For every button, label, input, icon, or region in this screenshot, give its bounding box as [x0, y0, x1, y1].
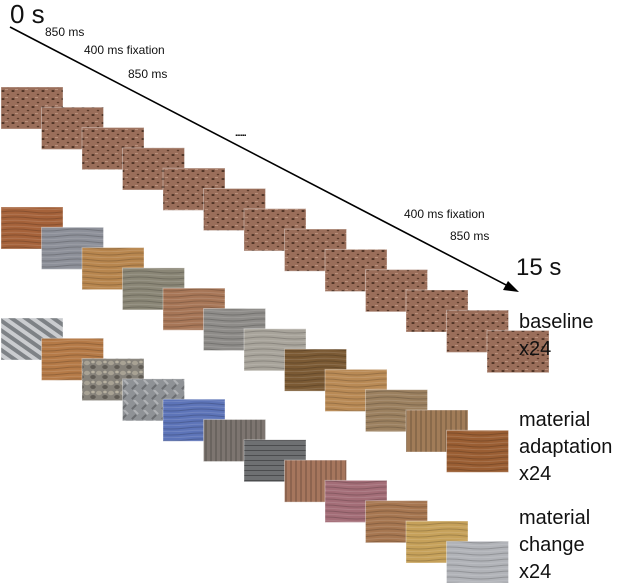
condition-adaptation-line2: adaptation — [519, 436, 613, 458]
condition-change-line2: change — [519, 534, 585, 556]
start-time-label: 0 s — [10, 0, 45, 29]
end-time-label: 15 s — [516, 254, 562, 281]
fixation-label-1: 400 ms fixation — [84, 43, 165, 57]
adaptation-stimulus-texture — [446, 429, 509, 473]
condition-baseline-reps: x24 — [519, 338, 552, 360]
condition-change-line1: material — [519, 507, 591, 529]
condition-material-adaptation: material adaptation x24 — [519, 407, 612, 488]
duration-label-1: 850 ms — [45, 25, 85, 39]
condition-baseline-name: baseline — [519, 311, 594, 333]
arrow-head — [503, 281, 519, 292]
duration-label-3: 850 ms — [450, 229, 490, 243]
fixation-label-2: 400 ms fixation — [404, 207, 485, 221]
condition-baseline: baseline x24 — [519, 309, 594, 363]
ellipsis: ...... — [235, 128, 247, 139]
condition-adaptation-reps: x24 — [519, 463, 552, 485]
condition-material-change: material change x24 — [519, 505, 590, 586]
condition-adaptation-line1: material — [519, 409, 591, 431]
condition-change-reps: x24 — [519, 561, 552, 583]
baseline-stimulus-texture — [486, 330, 550, 374]
change-stimulus-texture — [446, 540, 509, 583]
timeline-arrow — [9, 26, 511, 288]
duration-label-2: 850 ms — [128, 67, 168, 81]
